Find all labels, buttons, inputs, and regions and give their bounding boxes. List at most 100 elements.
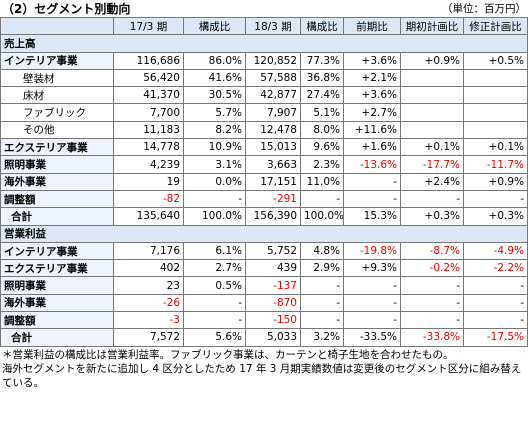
row-label: 合計 [0,207,114,226]
cell: - [300,189,344,209]
cell: 7,907 [245,103,301,122]
cell: - [183,311,246,330]
cell: +0.3% [400,207,464,226]
header-row: 17/3 期構成比 18/3 期構成比 前期比 期初計画比 修正計画比 [0,16,528,36]
unit: （単位：百万円） [442,3,526,15]
cell: 14,778 [113,138,184,157]
cell [463,86,528,105]
cell: 5.7% [183,103,246,122]
data-row: ファブリック 7,700 5.7% 7,907 5.1% +2.7% [0,103,528,122]
cell: 57,588 [245,68,301,88]
note: 海外セグメントを新たに追加し 4 区分としたため 17 年 3 月期実績数値は変… [2,362,522,389]
cell: -8.7% [400,241,464,261]
cell: 6.1% [183,241,246,261]
row-label: エクステリア事業 [0,138,114,157]
cell: +0.9% [463,172,528,191]
data-row: 照明事業 4,239 3.1% 3,663 2.3% -13.6% -17.7% -11.7% [0,155,528,174]
cell: - [343,172,401,191]
cell: - [343,189,401,209]
cell: - [400,276,464,295]
row-label: 床材 [0,86,114,105]
cell: 8.2% [183,120,246,140]
cell: -3 [113,311,184,330]
column-header: 17/3 期 [113,16,184,36]
data-row: 調整額 -82- -291- - - - [0,189,528,209]
cell: 120,852 [245,51,301,70]
cell: -870 [245,293,301,313]
cell: -17.5% [463,328,528,347]
cell: +1.6% [343,138,401,157]
cell: 135,640 [113,207,184,226]
cell: 7,176 [113,241,184,261]
cell: -2.2% [463,259,528,278]
cell: -150 [245,311,301,330]
row-label: エクステリア事業 [0,259,114,278]
row-label: インテリア事業 [0,51,114,70]
cell: +2.4% [400,172,464,191]
cell: 2.9% [300,259,344,278]
column-header: 期初計画比 [400,16,464,36]
cell: 3.2% [300,328,344,347]
cell: - [343,293,401,313]
cell: - [183,293,246,313]
cell: +0.9% [400,51,464,70]
cell: 7,700 [113,103,184,122]
cell: 3,663 [245,155,301,174]
cell [400,120,464,140]
cell: 15.3% [343,207,401,226]
cell: 27.4% [300,86,344,105]
cell: - [463,276,528,295]
cell: -291 [245,189,301,209]
cell: +3.6% [343,86,401,105]
cell: 2.7% [183,259,246,278]
cell: 5.1% [300,103,344,122]
cell: 30.5% [183,86,246,105]
cell: -33.5% [343,328,401,347]
data-row: 床材 41,370 30.5% 42,877 27.4% +3.6% [0,86,528,105]
notes: ＊営業利益の構成比は営業利益率。ファブリック事業は、カーテンと椅子生地を合わせた… [0,347,528,390]
cell: - [183,189,246,209]
data-row: 照明事業 23 0.5% -137- - - - [0,276,528,295]
data-row: インテリア事業 116,686 86.0% 120,852 77.3% +3.6% +0.9… [0,51,528,70]
column-header: 修正計画比 [463,16,528,36]
cell: +0.1% [463,138,528,157]
cell: 15,013 [245,138,301,157]
data-row: エクステリア事業 14,778 10.9% 15,013 9.6% +1.6% +0.1% +… [0,138,528,157]
cell: 5,752 [245,241,301,261]
cell: 41,370 [113,86,184,105]
data-row: 壁装材 56,420 41.6% 57,588 36.8% +2.1% [0,68,528,88]
cell: 5.6% [183,328,246,347]
row-label: 壁装材 [0,68,114,88]
cell [400,86,464,105]
cell: 11,183 [113,120,184,140]
cell: - [343,276,401,295]
section-row: 営業利益 [0,224,528,243]
cell: - [300,276,344,295]
cell: - [300,311,344,330]
cell: 36.8% [300,68,344,88]
column-header: 前期比 [343,16,401,36]
cell [463,103,528,122]
cell: -0.2% [400,259,464,278]
cell: 8.0% [300,120,344,140]
data-row: 海外事業 -26- -870- - - - [0,293,528,313]
cell: 12,478 [245,120,301,140]
cell: - [400,293,464,313]
cell: 9.6% [300,138,344,157]
cell: 56,420 [113,68,184,88]
cell: 41.6% [183,68,246,88]
column-header: 構成比 [300,16,344,36]
cell: -26 [113,293,184,313]
column-header [0,16,114,36]
cell: 4.8% [300,241,344,261]
cell: +0.1% [400,138,464,157]
cell: +2.7% [343,103,401,122]
column-header: 18/3 期 [245,16,301,36]
cell [463,120,528,140]
row-label: 照明事業 [0,155,114,174]
cell: -33.8% [400,328,464,347]
data-row: 調整額 -3- -150- - - - [0,311,528,330]
data-row: 合計 135,640 100.0% 156,390 100.0% 15.3% +0.3% +0… [0,207,528,226]
data-row: エクステリア事業 402 2.7% 439 2.9% +9.3% -0.2% -2.2% [0,259,528,278]
